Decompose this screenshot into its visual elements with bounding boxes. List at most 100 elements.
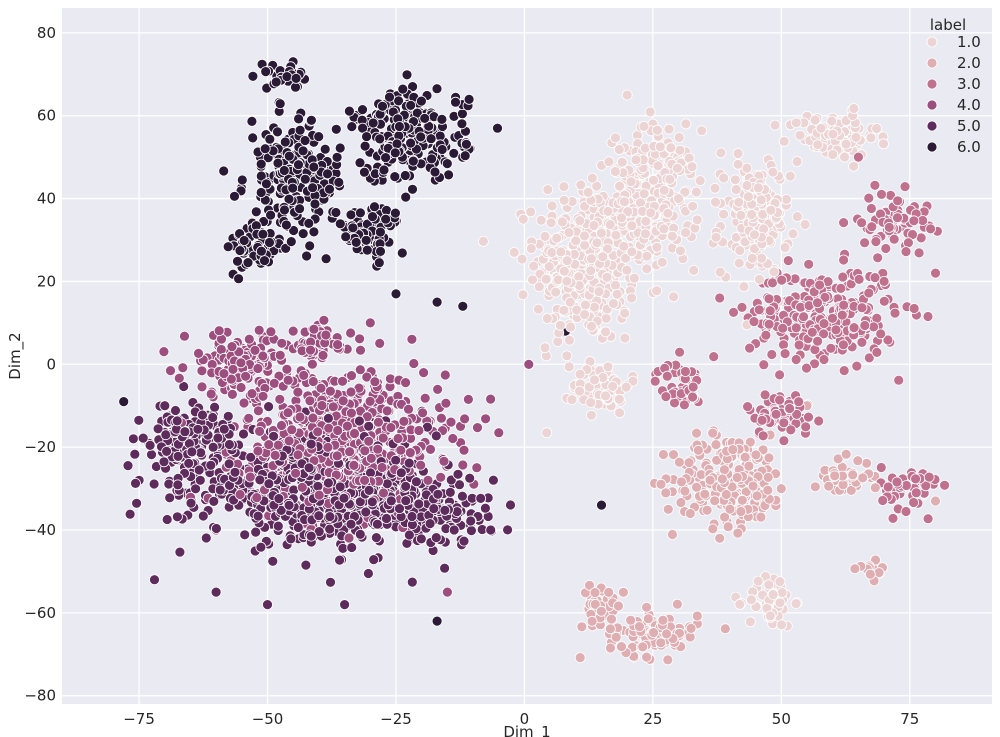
data-point-label-4-0 [252,363,264,374]
data-point-label-3-0 [882,481,894,493]
data-point-label-3-0 [770,408,782,420]
data-point-label-5-0 [345,518,357,530]
data-point-label-4-0 [234,489,246,500]
data-point-label-5-0 [395,467,407,479]
data-point-label-1-0 [744,616,756,628]
data-point-label-1-0 [752,182,764,194]
data-point-label-5-0 [250,526,262,538]
data-point-label-3-0 [679,399,690,411]
data-point-label-4-0 [345,327,357,339]
data-point-label-4-0 [374,337,386,349]
data-point-label-1-0 [626,292,637,304]
data-point-label-4-0 [235,357,247,369]
data-point-label-5-0 [171,511,183,523]
data-point-label-2-0 [657,614,669,626]
data-point-label-1-0 [641,263,653,275]
data-point-label-1-0 [618,240,630,252]
data-point-label-3-0 [908,215,920,227]
data-point-label-5-0 [148,478,160,490]
data-point-label-1-0 [601,271,613,283]
data-point-label-1-0 [563,227,575,239]
data-point-label-4-0 [225,373,237,385]
data-point-label-6-0 [293,159,304,171]
data-point-label-3-0 [687,391,698,403]
data-point-label-6-0 [255,158,267,170]
data-point-label-1-0 [558,304,570,316]
data-point-label-1-0 [543,261,555,273]
data-point-label-2-0 [674,456,685,468]
data-point-label-4-0 [364,395,376,407]
data-point-label-4-0 [316,400,328,411]
data-point-label-4-0 [348,459,360,471]
data-point-label-1-0 [729,174,741,186]
data-point-label-1-0 [645,207,657,219]
data-point-label-5-0 [122,460,134,472]
data-point-label-4-0 [439,369,451,381]
data-point-label-1-0 [666,230,678,242]
data-point-label-3-0 [871,346,883,358]
data-point-label-1-0 [752,575,764,587]
data-point-label-4-0 [257,390,269,402]
data-point-label-5-0 [465,525,477,536]
data-point-label-5-0 [430,532,442,543]
data-point-label-3-0 [853,273,865,285]
data-point-label-6-0 [305,114,317,126]
data-point-label-2-0 [603,587,615,598]
data-point-label-2-0 [731,472,743,483]
data-point-label-4-0 [472,422,483,434]
data-point-label-6-0 [378,164,390,176]
data-point-label-1-0 [654,141,666,153]
data-point-label-1-0 [610,279,621,291]
data-point-label-5-0 [394,503,405,515]
data-point-label-1-0 [827,149,839,160]
data-point-label-5-0 [192,423,204,435]
data-point-label-4-0 [395,444,407,456]
data-point-label-2-0 [744,436,756,448]
data-point-label-6-0 [373,257,385,269]
data-point-label-4-0 [304,395,316,407]
data-point-label-3-0 [791,408,803,420]
data-point-label-6-0 [297,145,309,157]
data-point-label-1-0 [555,319,566,331]
data-point-label-2-0 [668,449,679,461]
data-point-label-1-0 [664,173,676,185]
data-point-label-5-0 [430,430,442,442]
data-point-label-3-0 [830,324,842,336]
data-point-label-1-0 [641,250,653,262]
data-point-label-2-0 [930,495,941,507]
data-point-label-5-0 [385,495,397,507]
data-point-label-4-0 [305,344,316,356]
y-tick-label: 20 [37,272,56,290]
data-point-label-5-0 [363,420,375,432]
data-point-label-5-0 [137,432,149,444]
data-point-label-5-0 [197,510,209,522]
data-point-label-5-0 [193,464,205,476]
data-point-label-5-0 [400,480,412,492]
data-point-label-1-0 [732,158,744,170]
data-point-label-3-0 [838,339,849,351]
data-point-label-3-0 [878,275,890,287]
data-point-label-3-0 [660,391,672,403]
data-point-label-2-0 [613,600,624,612]
data-point-label-3-0 [853,151,864,163]
data-point-label-6-0 [293,113,305,125]
data-point-label-1-0 [710,196,721,208]
data-point-label-5-0 [428,503,440,515]
legend-title: label [930,16,966,34]
data-point-label-2-0 [618,586,629,598]
data-point-label-5-0 [263,478,275,490]
data-point-label-1-0 [778,135,790,147]
data-point-label-5-0 [406,576,418,588]
data-point-label-1-0 [589,374,600,386]
data-point-label-1-0 [848,160,859,172]
data-point-label-3-0 [838,365,850,377]
data-point-label-6-0 [441,158,453,170]
data-point-label-1-0 [546,247,558,258]
data-point-label-4-0 [447,433,459,444]
data-point-label-3-0 [763,293,775,305]
data-point-label-1-0 [583,381,595,393]
data-point-label-4-0 [306,358,318,370]
data-point-label-5-0 [313,510,325,522]
data-point-label-4-0 [462,393,474,405]
data-point-label-3-0 [778,417,790,429]
